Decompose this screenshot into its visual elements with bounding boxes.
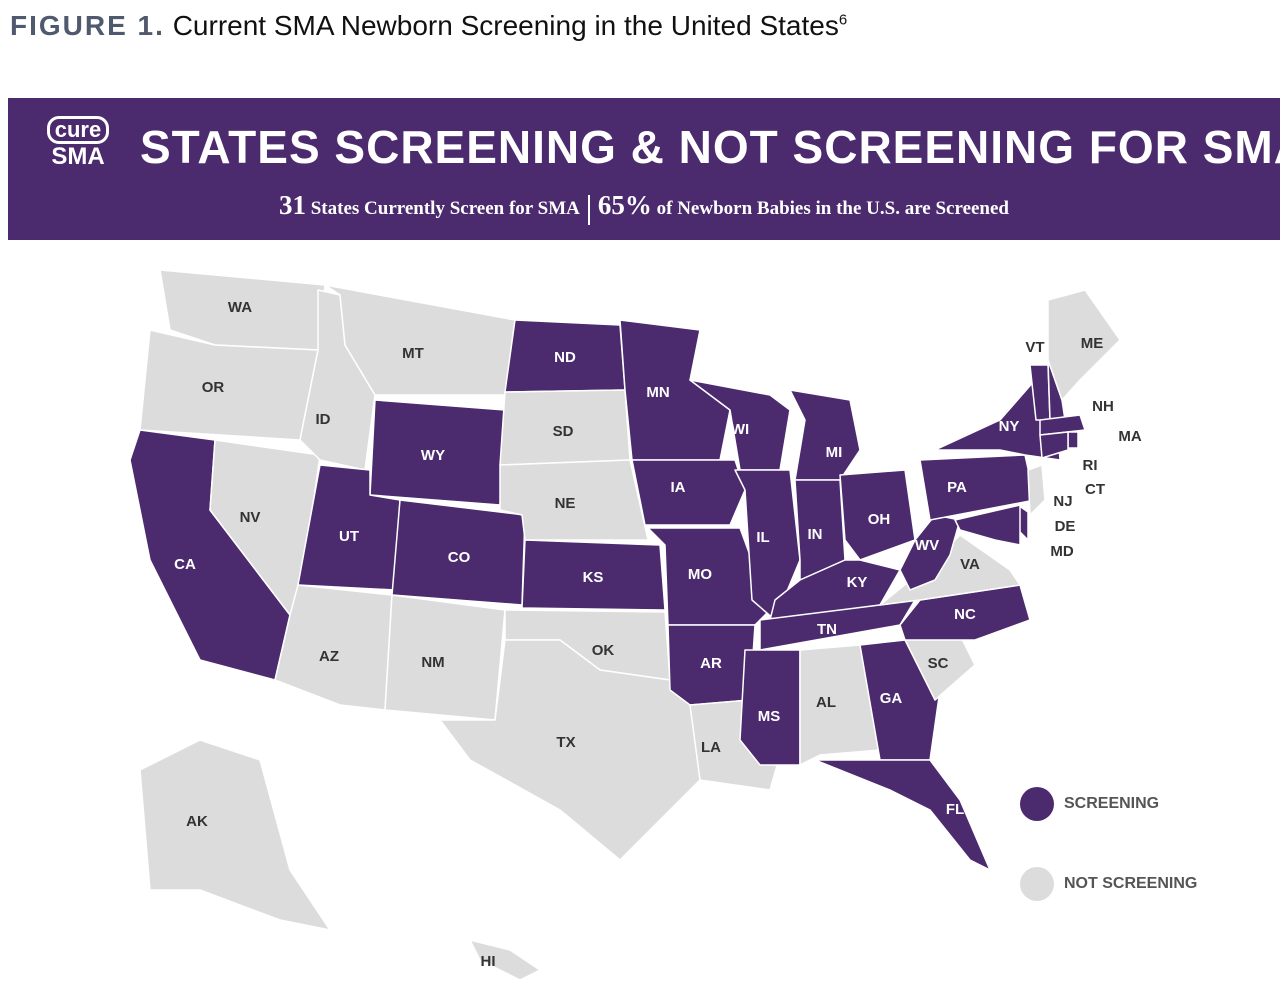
state-label: GA	[880, 690, 903, 707]
logo: cure SMA	[38, 116, 118, 169]
separator	[587, 194, 590, 225]
state-label: CT	[1085, 481, 1105, 498]
state-label: ME	[1081, 335, 1104, 352]
state-label: KY	[847, 574, 868, 591]
legend-swatch	[1020, 787, 1054, 821]
state-label: IA	[671, 479, 686, 496]
state	[899, 514, 961, 591]
figure-title: Current SMA Newborn Screening in the Uni…	[172, 10, 839, 41]
state	[1039, 414, 1086, 436]
state-label: MO	[688, 566, 712, 583]
state-label: NV	[240, 509, 261, 526]
state-label: DE	[1055, 518, 1076, 535]
state-label: AR	[700, 655, 722, 672]
state-label: MA	[1118, 428, 1141, 445]
figure-label: FIGURE 1.	[10, 10, 165, 41]
state-label: CO	[448, 549, 471, 566]
state	[1067, 431, 1079, 449]
babies-text: of Newborn Babies in the U.S. are Screen…	[656, 198, 1009, 219]
state	[839, 469, 916, 561]
logo-top: cure	[46, 116, 110, 144]
state	[739, 649, 801, 766]
state-label: NM	[421, 654, 444, 671]
states-count: 31	[278, 190, 306, 220]
state	[521, 539, 666, 611]
state-label: IL	[756, 529, 769, 546]
state-label: OH	[868, 511, 891, 528]
babies-percent: 65%	[597, 190, 652, 220]
state	[789, 389, 861, 481]
state-label: ID	[316, 411, 331, 428]
state-label: LA	[701, 739, 721, 756]
state-label: WY	[421, 447, 445, 464]
footnote-ref: 6	[838, 11, 848, 29]
states-text: States Currently Screen for SMA	[310, 198, 580, 219]
state-label: AK	[186, 813, 208, 830]
state	[469, 939, 541, 981]
state-label: SC	[928, 655, 949, 672]
state	[631, 459, 746, 526]
state	[619, 319, 731, 461]
state-label: CA	[174, 556, 196, 573]
state-label: TX	[556, 734, 575, 751]
state-label: MN	[646, 384, 669, 401]
state-label: FL	[946, 801, 964, 818]
state-label: SD	[553, 423, 574, 440]
legend-label: SCREENING	[1064, 795, 1159, 812]
state	[1027, 464, 1046, 516]
state-label: RI	[1083, 457, 1098, 474]
state	[1039, 431, 1069, 459]
state	[814, 759, 991, 871]
figure-heading: FIGURE 1. Current SMA Newborn Screening …	[10, 10, 847, 42]
state-label: OR	[202, 379, 225, 396]
state-label: NJ	[1053, 493, 1072, 510]
state-label: AZ	[319, 648, 339, 665]
state	[384, 594, 506, 721]
state-label: VA	[960, 556, 980, 573]
banner: cure SMA STATES SCREENING & NOT SCREENIN…	[8, 98, 1284, 240]
state-label: VT	[1025, 339, 1044, 356]
state-label: MI	[826, 444, 843, 461]
banner-title: STATES SCREENING & NOT SCREENING FOR SMA	[140, 121, 1284, 173]
state-label: WI	[731, 421, 749, 438]
state	[799, 644, 881, 766]
state-label: PA	[947, 479, 967, 496]
state-label: NH	[1092, 398, 1114, 415]
logo-bottom: SMA	[51, 143, 105, 170]
state-label: KS	[583, 569, 604, 586]
state-label: MT	[402, 345, 424, 362]
state-label: WV	[915, 537, 939, 554]
state-label: MD	[1050, 543, 1073, 560]
state-label: NE	[555, 495, 576, 512]
state-label: TN	[817, 621, 837, 638]
state	[139, 739, 331, 931]
state-label: OK	[592, 642, 615, 659]
state-label: ND	[554, 349, 576, 366]
state	[954, 504, 1021, 546]
state-label: HI	[481, 953, 496, 970]
state-label: NC	[954, 606, 976, 623]
state-label: WA	[228, 299, 252, 316]
state	[439, 639, 701, 861]
banner-subtitle: 31 States Currently Screen for SMA 65% of…	[8, 190, 1280, 225]
state-label: NY	[999, 418, 1020, 435]
legend-swatch	[1020, 867, 1054, 901]
state-label: AL	[816, 694, 836, 711]
state	[759, 599, 916, 651]
legend-label: NOT SCREENING	[1064, 875, 1197, 892]
state-label: MS	[758, 708, 781, 725]
state-label: IN	[808, 526, 823, 543]
state-label: UT	[339, 528, 359, 545]
state	[1047, 289, 1121, 401]
